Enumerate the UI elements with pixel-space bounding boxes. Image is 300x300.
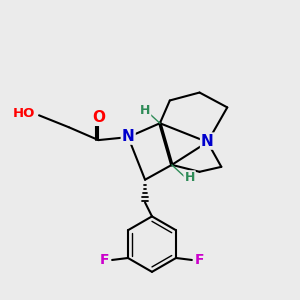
Text: F: F [99, 253, 109, 267]
Text: H: H [184, 171, 195, 184]
Text: F: F [195, 253, 205, 267]
Text: O: O [92, 110, 105, 125]
Text: HO: HO [13, 107, 35, 120]
Text: H: H [140, 104, 150, 117]
Text: N: N [122, 129, 135, 144]
Text: N: N [201, 134, 214, 148]
